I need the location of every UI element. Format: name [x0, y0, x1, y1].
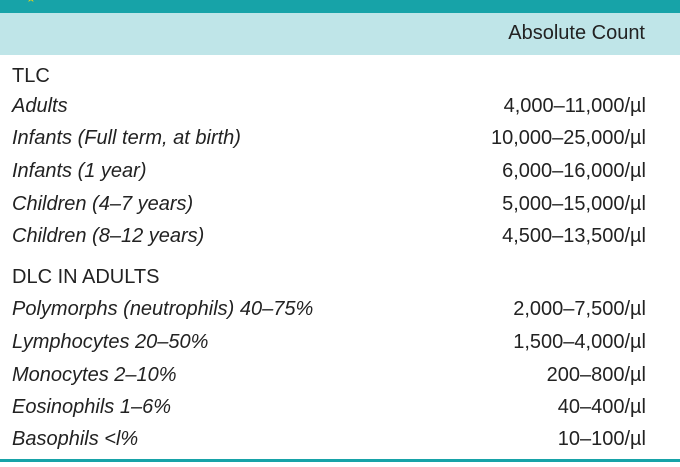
section-title: DLC IN ADULTS: [12, 266, 160, 288]
row-label: Infants (Full term, at birth): [12, 127, 241, 149]
table-row: Infants (1 year) 6,000–16,000/µl: [12, 158, 646, 184]
row-label: Children (8–12 years): [12, 225, 205, 247]
row-label: Eosinophils 1–6%: [12, 396, 171, 418]
row-value: 10,000–25,000/µl: [491, 127, 646, 149]
row-value: 1,500–4,000/µl: [513, 331, 646, 353]
row-label: Basophils <l%: [12, 428, 139, 450]
row-label: Monocytes 2–10%: [12, 364, 177, 386]
row-value: 200–800/µl: [546, 364, 646, 386]
row-value: 2,000–7,500/µl: [513, 298, 646, 320]
row-value: 10–100/µl: [557, 428, 646, 450]
table-row: Polymorphs (neutrophils) 40–75% 2,000–7,…: [12, 296, 646, 322]
row-value: 5,000–15,000/µl: [502, 193, 646, 215]
row-value: 4,500–13,500/µl: [502, 225, 646, 247]
row-label: Adults: [12, 95, 68, 117]
table-row: Children (8–12 years) 4,500–13,500/µl: [12, 223, 646, 249]
row-value: 40–400/µl: [557, 396, 646, 418]
star-icon: ★: [26, 0, 36, 5]
section-title-tlc: TLC: [12, 63, 646, 89]
row-label: Children (4–7 years): [12, 193, 194, 215]
section-title-dlc: DLC IN ADULTS: [12, 264, 646, 290]
row-label: Infants (1 year): [12, 160, 147, 182]
table-row: Infants (Full term, at birth) 10,000–25,…: [12, 125, 646, 151]
row-label: Polymorphs (neutrophils) 40–75%: [12, 298, 314, 320]
row-label: Lymphocytes 20–50%: [12, 331, 209, 353]
table-row: Eosinophils 1–6% 40–400/µl: [12, 394, 646, 420]
top-accent-bar: ★: [0, 0, 680, 13]
table-header: Absolute Count: [0, 13, 680, 55]
row-value: 4,000–11,000/µl: [503, 95, 646, 117]
column-header-absolute-count: Absolute Count: [508, 22, 645, 44]
bottom-rule: [0, 459, 680, 462]
table-row: Lymphocytes 20–50% 1,500–4,000/µl: [12, 329, 646, 355]
table-row: Adults 4,000–11,000/µl: [12, 93, 646, 119]
section-title: TLC: [12, 65, 50, 87]
table-row: Monocytes 2–10% 200–800/µl: [12, 362, 646, 388]
table-row: Children (4–7 years) 5,000–15,000/µl: [12, 191, 646, 217]
table-row: Basophils <l% 10–100/µl: [12, 426, 646, 452]
row-value: 6,000–16,000/µl: [502, 160, 646, 182]
